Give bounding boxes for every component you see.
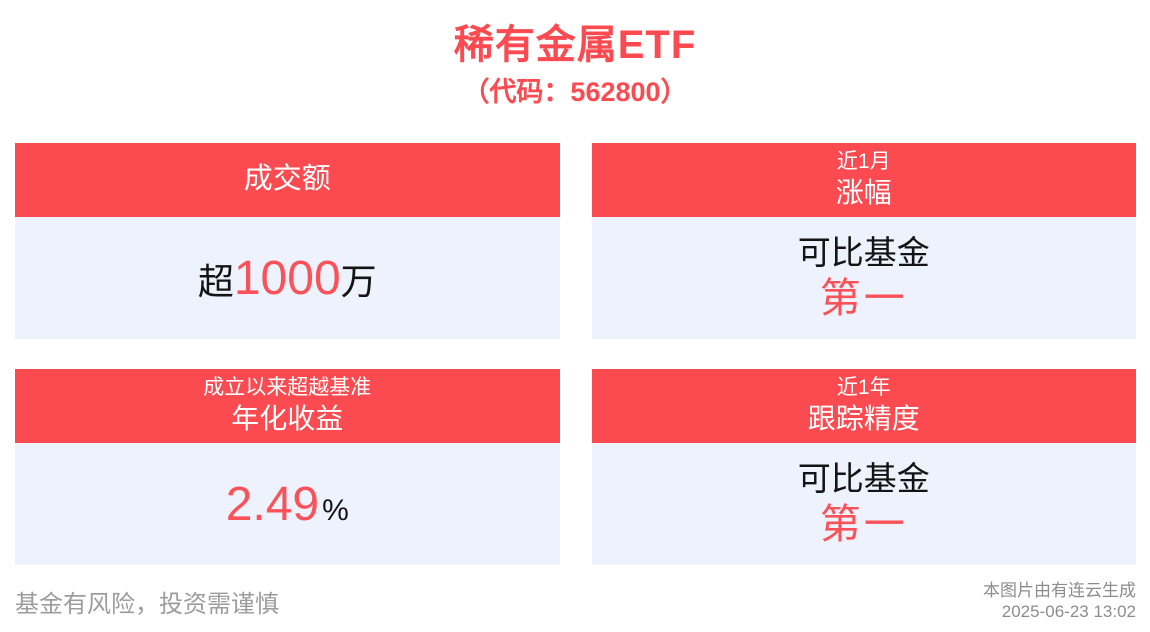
card-1month-gain-body: 可比基金 第一 (591, 217, 1136, 339)
generator-credit: 本图片由有连云生成 (983, 581, 1136, 600)
turnover-value: 超 1000 万 (198, 251, 377, 306)
card-header-period: 近1年 (836, 376, 891, 400)
card-header-title: 跟踪精度 (807, 403, 920, 435)
rank-value: 可比基金 第一 (798, 460, 930, 548)
card-1month-gain: 近1月 涨幅 可比基金 第一 (591, 143, 1136, 339)
card-tracking-precision-header: 近1年 跟踪精度 (591, 369, 1136, 443)
risk-disclaimer: 基金有风险，投资需谨慎 (15, 591, 279, 618)
return-value: 2.49 % (226, 477, 349, 532)
card-annualized-return: 成立以来超越基准 年化收益 2.49 % (15, 369, 560, 565)
value-prefix: 超 (197, 260, 234, 302)
card-header-title: 年化收益 (231, 403, 344, 435)
value-highlight: 2.49 (225, 477, 320, 531)
card-turnover: 成交额 超 1000 万 (15, 143, 560, 339)
value-highlight: 1000 (233, 251, 341, 305)
card-1month-gain-header: 近1月 涨幅 (591, 143, 1136, 217)
card-header-period: 成立以来超越基准 (203, 376, 372, 400)
generation-timestamp: 2025-06-23 13:02 (1001, 602, 1136, 621)
card-annualized-return-header: 成立以来超越基准 年化收益 (15, 369, 560, 443)
page-title: 稀有金属ETF (453, 23, 697, 67)
card-turnover-body: 超 1000 万 (15, 217, 560, 339)
rank-scope: 可比基金 (797, 233, 930, 271)
card-tracking-precision: 近1年 跟踪精度 可比基金 第一 (591, 369, 1136, 565)
card-tracking-precision-body: 可比基金 第一 (591, 443, 1136, 565)
value-suffix: 万 (340, 260, 377, 302)
fund-code-subtitle: （代码：562800） (462, 77, 688, 107)
footer: 基金有风险，投资需谨慎 本图片由有连云生成 2025-06-23 13:02 (15, 580, 1136, 622)
card-header-period: 近1月 (836, 150, 891, 174)
card-turnover-header: 成交额 (15, 143, 560, 217)
stats-grid: 成交额 超 1000 万 近1月 涨幅 可比基金 第一 (15, 143, 1136, 565)
rank-value: 可比基金 第一 (798, 234, 930, 322)
rank-position: 第一 (819, 500, 908, 547)
card-annualized-return-body: 2.49 % (15, 443, 560, 565)
rank-position: 第一 (819, 274, 908, 321)
card-header-title: 成交额 (243, 163, 331, 196)
rank-scope: 可比基金 (797, 459, 930, 497)
generation-info: 本图片由有连云生成 2025-06-23 13:02 (983, 580, 1136, 622)
value-suffix: % (322, 493, 349, 527)
card-header-title: 涨幅 (835, 177, 892, 209)
